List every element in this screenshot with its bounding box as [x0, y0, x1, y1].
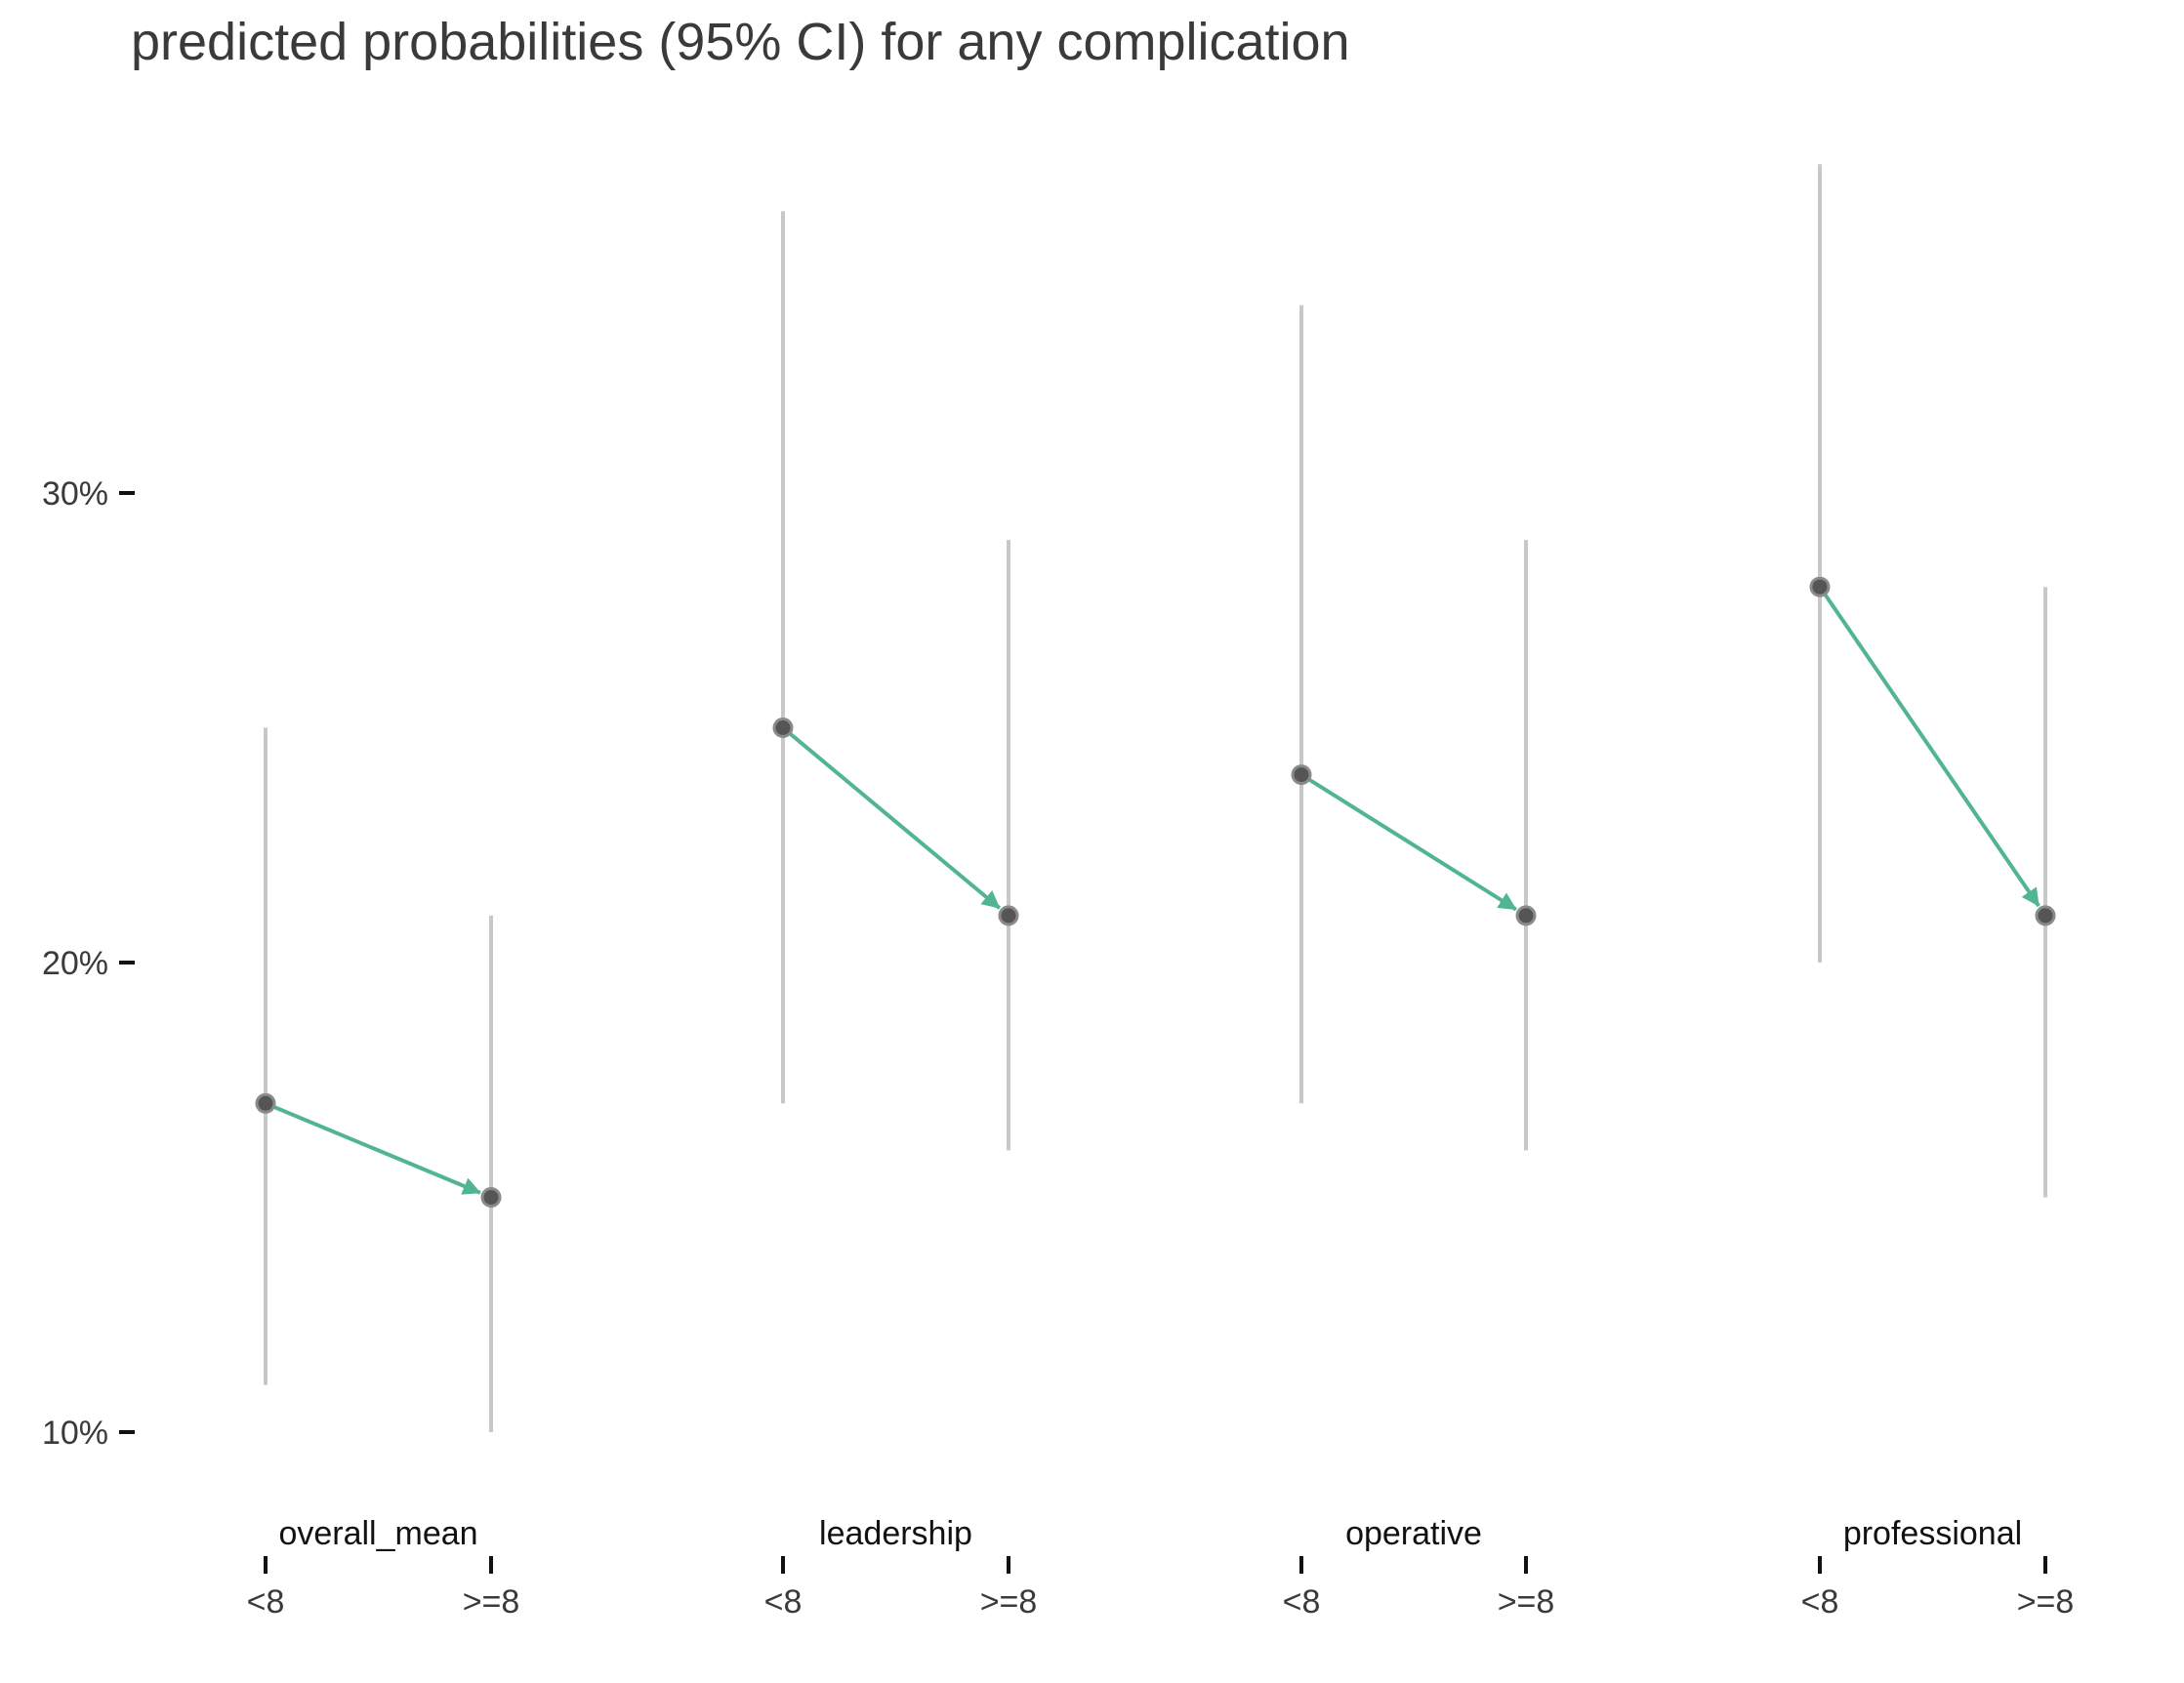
x-tick-label-professional-1: >=8 — [2017, 1583, 2075, 1621]
point-professional-0 — [1809, 576, 1831, 597]
arrow-professional — [1818, 586, 2040, 908]
point-overall_mean-1 — [480, 1187, 502, 1208]
ci-layer — [264, 164, 2047, 1432]
arrow-leadership — [781, 725, 1002, 910]
group-label-overall_mean: overall_mean — [278, 1515, 477, 1552]
arrow-overall_mean — [265, 1101, 481, 1195]
chart-title: predicted probabilities (95% CI) for any… — [131, 13, 1350, 71]
x-tick-label-leadership-1: >=8 — [980, 1583, 1038, 1621]
x-tick-label-overall_mean-0: <8 — [247, 1583, 285, 1621]
group-label-operative: operative — [1345, 1515, 1482, 1552]
point-operative-0 — [1291, 764, 1312, 786]
y-tick-label-1: 20% — [42, 945, 108, 982]
point-leadership-1 — [998, 905, 1019, 926]
point-layer — [255, 576, 2056, 1208]
x-tick-label-leadership-0: <8 — [764, 1583, 803, 1621]
point-operative-1 — [1515, 905, 1537, 926]
x-tick-label-operative-1: >=8 — [1498, 1583, 1555, 1621]
x-tick-label-professional-0: <8 — [1801, 1583, 1839, 1621]
point-overall_mean-0 — [255, 1092, 276, 1114]
y-tick-label-0: 10% — [42, 1415, 108, 1452]
x-tick-label-overall_mean-1: >=8 — [463, 1583, 520, 1621]
y-tick-label-2: 30% — [42, 475, 108, 513]
group-label-professional: professional — [1843, 1515, 2022, 1552]
arrow-operative — [1299, 772, 1517, 912]
group-label-leadership: leadership — [819, 1515, 972, 1552]
point-leadership-0 — [772, 718, 794, 738]
y-axis: 10% 20% 30% — [42, 475, 135, 1452]
point-professional-1 — [2035, 905, 2056, 926]
arrow-layer — [265, 586, 2040, 1195]
x-tick-label-operative-0: <8 — [1283, 1583, 1321, 1621]
